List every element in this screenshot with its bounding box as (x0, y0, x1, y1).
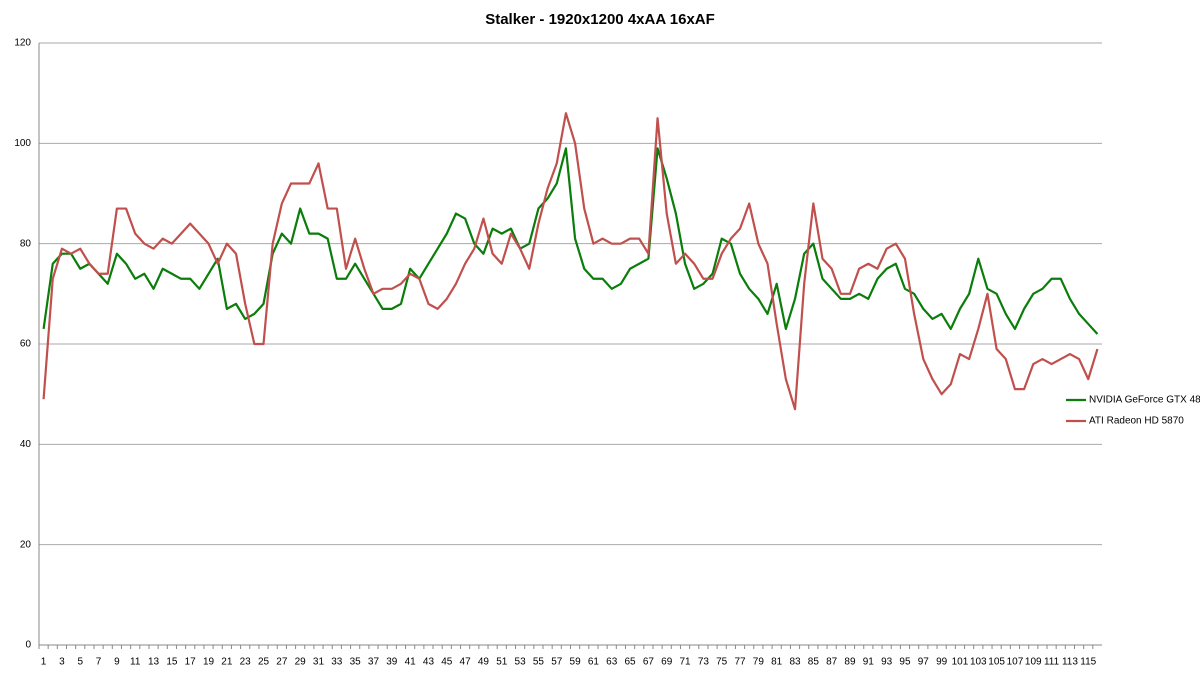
x-tick-label: 31 (313, 657, 325, 668)
x-tick-label: 85 (808, 657, 820, 668)
x-tick-label: 5 (77, 657, 83, 668)
x-tick-label: 71 (679, 657, 691, 668)
x-tick-label: 7 (96, 657, 102, 668)
x-tick-label: 59 (570, 657, 582, 668)
x-tick-label: 61 (588, 657, 600, 668)
x-tick-label: 1 (41, 657, 47, 668)
x-tick-label: 51 (496, 657, 508, 668)
y-tick-label: 120 (14, 38, 31, 49)
legend-label: ATI Radeon HD 5870 (1089, 416, 1184, 427)
x-tick-label: 55 (533, 657, 545, 668)
x-tick-label: 107 (1007, 657, 1024, 668)
y-tick-label: 60 (20, 339, 32, 350)
x-tick-label: 23 (240, 657, 252, 668)
x-tick-label: 89 (844, 657, 856, 668)
x-tick-label: 97 (918, 657, 930, 668)
x-tick-label: 43 (423, 657, 435, 668)
x-tick-label: 79 (753, 657, 765, 668)
y-tick-label: 40 (20, 439, 32, 450)
x-tick-label: 83 (789, 657, 801, 668)
x-tick-label: 13 (148, 657, 160, 668)
x-tick-label: 87 (826, 657, 838, 668)
legend-label: NVIDIA GeForce GTX 480 (1089, 395, 1200, 406)
y-tick-label: 0 (25, 640, 31, 651)
x-tick-label: 45 (441, 657, 453, 668)
x-tick-label: 113 (1062, 657, 1078, 668)
x-tick-label: 15 (166, 657, 178, 668)
x-tick-label: 39 (386, 657, 398, 668)
x-tick-label: 21 (221, 657, 233, 668)
x-tick-label: 57 (551, 657, 563, 668)
x-tick-label: 29 (295, 657, 307, 668)
x-tick-label: 111 (1044, 657, 1060, 668)
x-tick-label: 75 (716, 657, 728, 668)
x-tick-label: 103 (970, 657, 987, 668)
x-tick-label: 25 (258, 657, 270, 668)
x-tick-label: 93 (881, 657, 893, 668)
series-line (42, 112, 1099, 411)
x-tick-label: 63 (606, 657, 618, 668)
x-tick-label: 69 (661, 657, 673, 668)
x-tick-label: 37 (368, 657, 380, 668)
y-tick-label: 100 (14, 138, 31, 149)
x-tick-label: 105 (988, 657, 1005, 668)
x-tick-label: 19 (203, 657, 215, 668)
x-tick-label: 47 (460, 657, 472, 668)
x-tick-label: 81 (771, 657, 783, 668)
x-tick-label: 3 (59, 657, 65, 668)
y-tick-label: 80 (20, 238, 32, 249)
x-tick-label: 41 (405, 657, 417, 668)
x-tick-label: 17 (185, 657, 197, 668)
x-tick-label: 101 (952, 657, 969, 668)
x-tick-label: 73 (698, 657, 710, 668)
x-tick-label: 27 (276, 657, 288, 668)
x-tick-label: 33 (331, 657, 343, 668)
chart-title: Stalker - 1920x1200 4xAA 16xAF (485, 11, 715, 28)
y-tick-label: 20 (20, 539, 32, 550)
x-tick-label: 95 (899, 657, 911, 668)
x-tick-label: 67 (643, 657, 655, 668)
x-tick-label: 49 (478, 657, 490, 668)
x-tick-label: 65 (625, 657, 637, 668)
x-tick-label: 115 (1080, 657, 1096, 668)
x-tick-label: 77 (734, 657, 746, 668)
x-tick-label: 11 (130, 657, 141, 668)
x-tick-label: 99 (936, 657, 948, 668)
series-line (42, 147, 1099, 335)
x-tick-label: 35 (350, 657, 362, 668)
x-tick-label: 9 (114, 657, 120, 668)
x-tick-label: 91 (863, 657, 875, 668)
x-tick-label: 109 (1025, 657, 1042, 668)
x-tick-label: 53 (515, 657, 527, 668)
